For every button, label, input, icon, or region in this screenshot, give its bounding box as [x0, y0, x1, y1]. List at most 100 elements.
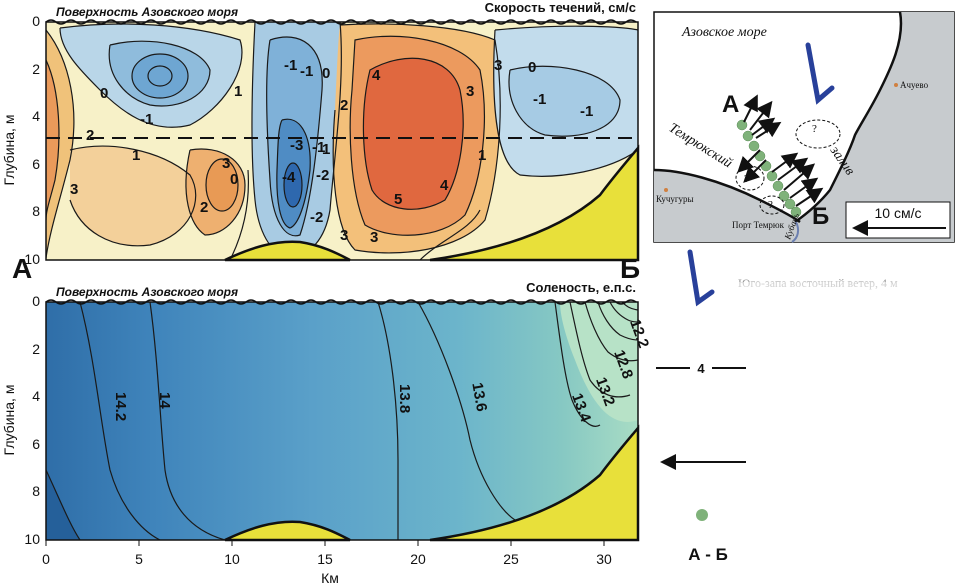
y-tick: 4 [32, 388, 40, 404]
contour-label: 13.8 [396, 384, 413, 413]
unknown-mark: ? [812, 123, 817, 135]
y-tick: 6 [32, 156, 40, 172]
seabed-shoal [224, 240, 351, 262]
sea-surface-wave [45, 19, 637, 25]
contour-label: 3 [70, 181, 78, 198]
contour-label: -1 [140, 111, 153, 128]
map-point-b: Б [812, 203, 829, 230]
seabed-slope [429, 144, 640, 262]
velocity-frame [45, 21, 639, 261]
contour-label: -1 [284, 57, 297, 74]
kuban-river [791, 221, 800, 243]
contour-label: 0 [100, 85, 108, 102]
x-tick: 25 [503, 551, 519, 567]
wind-barb-icon [805, 42, 835, 105]
contour-label: -2 [310, 209, 323, 226]
legend-station-marker [696, 509, 708, 521]
contour-label: 1 [322, 141, 330, 158]
unknown-zones [735, 119, 841, 215]
y-tick: 0 [32, 293, 40, 309]
seabed-shoal-salinity [224, 520, 351, 542]
contour-label: 1 [478, 147, 486, 164]
contour-label: 3 [222, 155, 230, 172]
contour-label: 4 [440, 177, 449, 194]
contour-label: 13.6 [468, 381, 490, 413]
x-tick: 5 [135, 551, 143, 567]
contour-label: 0 [230, 171, 238, 188]
y-tick: 10 [24, 531, 40, 547]
velocity-panel: Поверхность Азовского моря Скорость тече… [1, 0, 640, 284]
contour-label: 14 [156, 392, 173, 409]
y-tick: 8 [32, 483, 40, 499]
y-tick: 10 [24, 251, 40, 267]
coastline-west [653, 168, 801, 224]
sea-surface-wave-salinity [45, 299, 637, 305]
town-achuevo-dot [894, 83, 898, 87]
contour-label: 4 [372, 67, 381, 84]
point-a-label: А [12, 253, 32, 284]
contour-label: -1 [312, 139, 325, 156]
x-tick: 30 [596, 551, 612, 567]
unknown-mark: ? [744, 173, 749, 185]
salinity-title: Соленость, е.п.с. [526, 280, 636, 295]
surface-label-bottom: Поверхность Азовского моря [56, 285, 238, 299]
contour-label: -3 [290, 137, 303, 154]
point-b-label: Б [620, 253, 640, 284]
x-tick: 10 [224, 551, 240, 567]
contour-label: 5 [394, 191, 402, 208]
unknown-mark: ? [768, 199, 773, 211]
contour-label: 1 [132, 147, 140, 164]
salinity-panel: Поверхность Азовского моря Соленость, е.… [1, 280, 652, 586]
current-arrows [737, 94, 824, 207]
salinity-xlabel: Км [321, 570, 339, 586]
contour-label: -1 [580, 103, 593, 120]
y-tick: 2 [32, 341, 40, 357]
scale-label: 10 см/с [875, 205, 922, 221]
velocity-title: Скорость течений, см/с [485, 0, 636, 15]
y-tick: 4 [32, 108, 40, 124]
contour-label: -4 [282, 169, 296, 186]
salinity-field [46, 302, 638, 540]
contour-label: 3 [466, 83, 474, 100]
map-point-a: А [722, 91, 739, 118]
salinity-ylabel: Глубина, м [1, 385, 17, 456]
y-tick: 2 [32, 61, 40, 77]
salinity-frame [45, 301, 639, 541]
map-land-east [795, 12, 954, 222]
contour-label: 3 [340, 227, 348, 244]
contour-label: 14.2 [112, 392, 129, 421]
salinity-y-ticks: 0 2 4 6 8 10 [24, 293, 40, 547]
x-tick: 15 [317, 551, 333, 567]
velocity-field [46, 22, 638, 260]
map-inset: ? ? ? Азовское море Темрюкский залив Ачу… [653, 11, 955, 243]
contour-label: 1 [234, 83, 242, 100]
town-kuchugury: Кучугуры [656, 194, 694, 204]
contour-label: 2 [340, 97, 348, 114]
contour-label: 3 [494, 57, 502, 74]
contour-label: -2 [316, 167, 329, 184]
legend-section-label: А - Б [688, 545, 728, 564]
legend-wind-icon [687, 249, 715, 307]
legend-isobath-label: 4 [697, 361, 705, 376]
surface-label-top: Поверхность Азовского моря [56, 5, 238, 19]
y-tick: 0 [32, 13, 40, 29]
town-achuevo: Ачуево [900, 80, 929, 90]
y-tick: 6 [32, 436, 40, 452]
x-tick: 20 [410, 551, 426, 567]
contour-label: 2 [200, 199, 208, 216]
contour-label: -1 [533, 91, 546, 108]
contour-label: -1 [300, 63, 313, 80]
town-port-temryuk: Порт Темрюк [732, 220, 785, 230]
velocity-y-ticks: 0 2 4 6 8 10 [24, 13, 40, 267]
contour-label: 0 [322, 65, 330, 82]
section-points [736, 119, 802, 218]
contour-label: 3 [370, 229, 378, 246]
sea-label: Азовское море [681, 25, 767, 40]
town-kuchugury-dot [664, 188, 668, 192]
contour-label: 0 [528, 59, 536, 76]
map-land-west [654, 170, 800, 222]
salinity-contours [46, 302, 638, 540]
legend-isobath-gap [690, 360, 712, 376]
contour-label: 2 [86, 127, 94, 144]
